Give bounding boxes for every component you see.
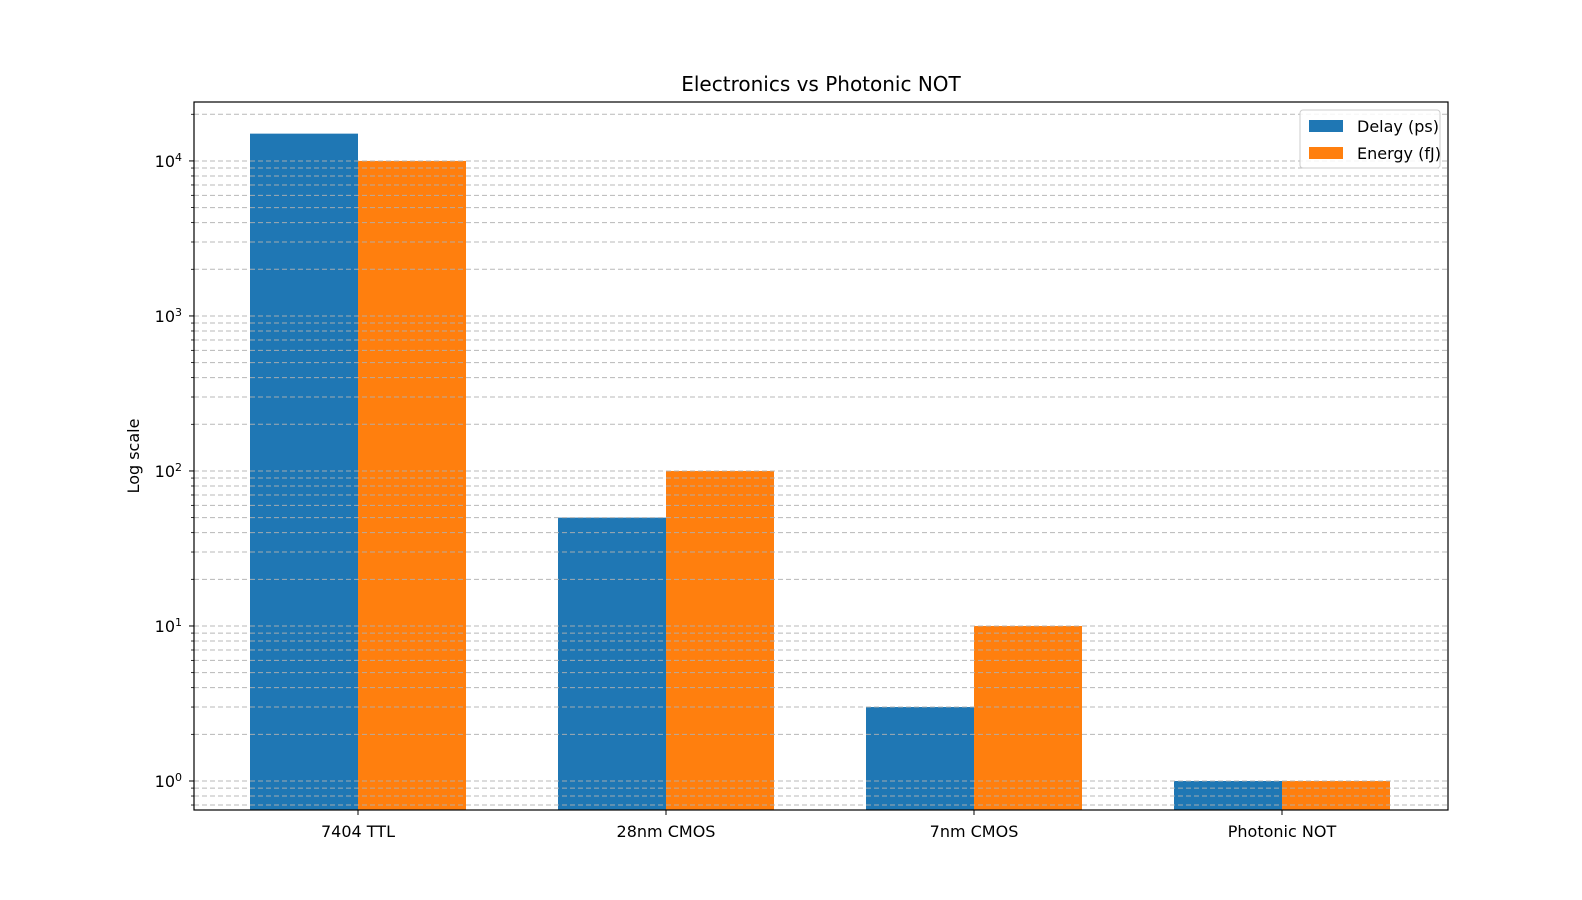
y-tick-label: 101 — [155, 615, 182, 636]
y-axis-label: Log scale — [124, 419, 143, 494]
bar-energy-0 — [358, 160, 466, 810]
bar-delay-0 — [250, 133, 358, 811]
bars — [250, 133, 1390, 811]
bar-energy-3 — [1282, 780, 1390, 810]
legend-swatch-energy — [1309, 147, 1343, 159]
plot-area-border — [193, 101, 1449, 811]
legend: Delay (ps) Energy (fJ) — [1299, 109, 1441, 169]
legend-swatch-delay — [1309, 120, 1343, 132]
y-tick-label: 104 — [155, 150, 182, 171]
chart-title: Electronics vs Photonic NOT — [681, 72, 961, 96]
y-tick-label: 103 — [155, 305, 182, 326]
grid-overlay — [194, 113, 1448, 806]
y-tick-label: 102 — [155, 460, 182, 481]
bar-delay-2 — [866, 707, 974, 810]
bar-delay-1 — [558, 517, 666, 810]
legend-label-delay: Delay (ps) — [1357, 117, 1439, 136]
x-tick-label: 28nm CMOS — [617, 822, 716, 841]
x-tick-label: 7404 TTL — [321, 822, 395, 841]
x-tick-label: 7nm CMOS — [930, 822, 1019, 841]
bar-energy-2 — [974, 625, 1082, 810]
legend-label-energy: Energy (fJ) — [1357, 144, 1441, 163]
y-tick-label: 100 — [155, 770, 182, 791]
x-tick-label: Photonic NOT — [1228, 822, 1337, 841]
bar-delay-3 — [1174, 780, 1282, 810]
bar-energy-1 — [666, 470, 774, 810]
axis-ticks: 7404 TTL 28nm CMOS 7nm CMOS Photonic NOT 100… — [155, 113, 1337, 841]
